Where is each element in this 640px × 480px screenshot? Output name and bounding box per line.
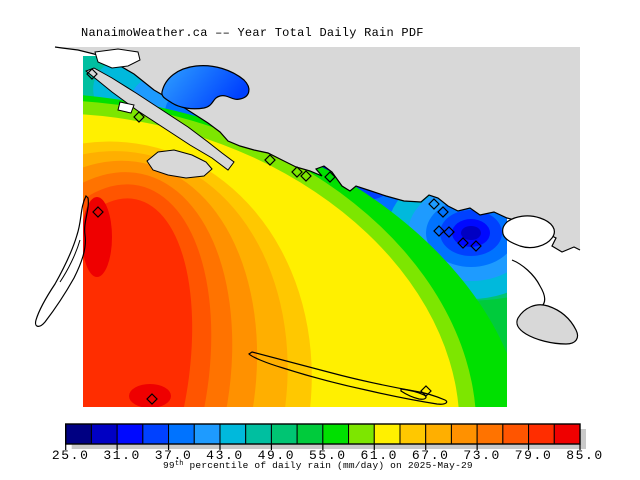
station-marker: [428, 198, 440, 210]
colorbar-tick-label: 31.0: [103, 448, 141, 463]
colorbar-cell: [502, 423, 530, 445]
colorbar-cell: [399, 423, 427, 445]
lake-outline-inner: [59, 239, 81, 283]
station-marker: [264, 154, 276, 166]
island-chain-outline-tail: [400, 388, 427, 400]
land-island-southeast: [516, 304, 579, 345]
station-marker: [443, 226, 455, 238]
colorbar-tick-label: 49.0: [257, 448, 296, 463]
coastline-mainland: [54, 46, 581, 253]
colorbar-cell: [553, 423, 581, 445]
contour-band-28b: [461, 226, 481, 240]
colorbar-cell: [528, 423, 555, 445]
colorbar-cell: [373, 423, 401, 445]
colorbar-cell: [270, 423, 298, 445]
colorbar-cell: [193, 423, 221, 445]
page-title: NanaimoWeather.ca –– Year Total Daily Ra…: [81, 26, 424, 40]
colorbar-tick-label: 25.0: [51, 448, 90, 463]
station-markers: [86, 68, 482, 405]
station-marker: [92, 206, 104, 218]
inlet-lake-blob: [161, 65, 250, 110]
station-marker: [291, 166, 303, 178]
colorbar-cell: [322, 423, 350, 445]
colorbar-tick-label: 43.0: [206, 448, 244, 463]
colorbar-tick-label: 79.0: [514, 448, 553, 463]
station-marker: [420, 385, 432, 397]
colorbar-cell: [245, 423, 272, 445]
colorbar-tick-label: 61.0: [360, 448, 399, 463]
white-notch-coast: [117, 101, 135, 114]
island-chain-outline: [248, 351, 448, 405]
colorbar-tick-label: 73.0: [463, 448, 501, 463]
lake-outlines-west: [34, 194, 89, 327]
station-marker: [300, 170, 312, 182]
station-marker: [437, 206, 449, 218]
station-marker: [324, 171, 336, 183]
colorbar: [64, 423, 586, 450]
colorbar-cell: [168, 423, 195, 445]
colorbar-tick-label: 37.0: [154, 448, 193, 463]
white-inlet-northwest: [94, 48, 141, 69]
colorbar-tick-label: 55.0: [309, 448, 347, 463]
white-island-texada: [502, 215, 555, 249]
colorbar-cell: [90, 423, 118, 445]
station-marker: [133, 111, 145, 123]
caption-superscript: th: [174, 460, 184, 468]
caption-rest: percentile of daily rain (mm/day) on 202…: [183, 460, 473, 471]
colorbar-cell: [425, 423, 452, 445]
colorbar-cell: [116, 423, 144, 445]
caption-prefix: 99: [163, 460, 175, 471]
colorbar-cell: [142, 423, 170, 445]
station-marker: [433, 225, 445, 237]
colorbar-tick-label: 85.0: [566, 448, 604, 463]
contour-band-79: [83, 198, 193, 407]
colorbar-cell: [348, 423, 375, 445]
colorbar-cell: [65, 423, 92, 445]
land-peninsula-finger: [85, 67, 235, 171]
warm-contour-bands: [83, 92, 507, 407]
station-marker: [457, 237, 469, 249]
coastline-sunshine-coast: [511, 259, 546, 308]
colorbar-cell: [296, 423, 324, 445]
land-island-denman: [146, 149, 213, 179]
station-marker: [146, 393, 158, 405]
colorbar-cell: [476, 423, 504, 445]
colorbar-tick-label: 67.0: [411, 448, 450, 463]
station-marker: [86, 68, 98, 80]
colorbar-caption: 99th percentile of daily rain (mm/day) o…: [163, 460, 473, 471]
station-marker: [470, 240, 482, 252]
colorbar-cell: [219, 423, 247, 445]
contour-core-max-west: [83, 197, 112, 277]
colorbar-cell: [450, 423, 478, 445]
